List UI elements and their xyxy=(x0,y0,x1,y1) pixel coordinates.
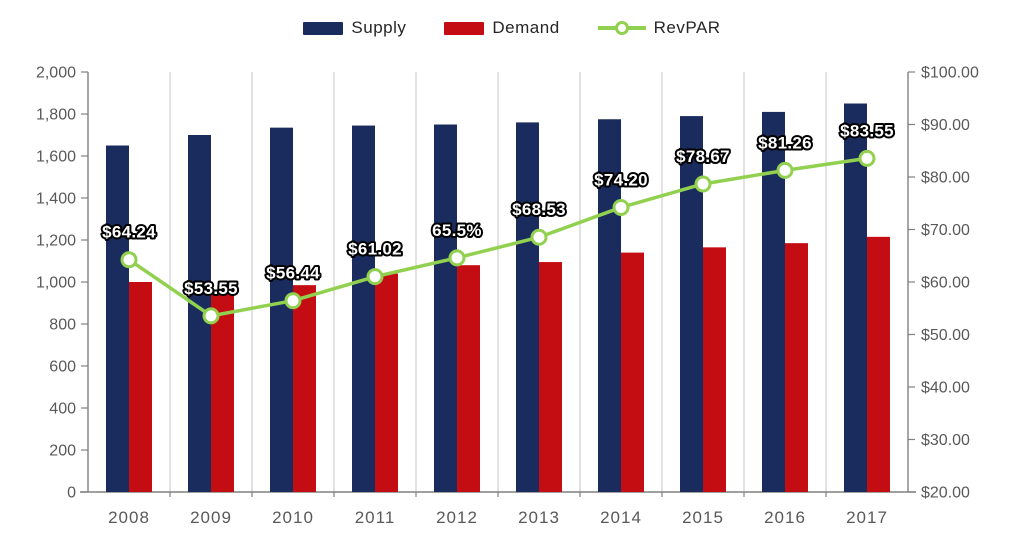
x-category-label: 2012 xyxy=(436,508,478,527)
revpar-label-2017: $83.55 xyxy=(840,121,894,140)
legend-item-supply: Supply xyxy=(303,18,406,38)
revpar-point-2013 xyxy=(530,228,548,246)
right-axis-tick-label: $30.00 xyxy=(921,432,970,449)
revpar-label-2011: $61.02 xyxy=(348,240,402,259)
demand-swatch-icon xyxy=(444,21,485,35)
revpar-point-2011 xyxy=(366,268,384,286)
right-axis-tick-label: $60.00 xyxy=(921,275,970,292)
left-axis-tick-label: 1,600 xyxy=(36,149,76,166)
x-category-label: 2009 xyxy=(190,508,232,527)
legend-label-demand: Demand xyxy=(492,18,560,37)
supply-bar-2015 xyxy=(680,116,703,492)
supply-bar-2008 xyxy=(106,145,129,492)
demand-bar-2010 xyxy=(293,285,316,492)
demand-bar-2013 xyxy=(539,262,562,492)
revpar-point-2009 xyxy=(202,307,220,325)
x-category-label: 2016 xyxy=(764,508,806,527)
revpar-label-2008: $64.24 xyxy=(102,223,156,242)
x-category-label: 2011 xyxy=(355,508,396,527)
left-axis-tick-label: 200 xyxy=(49,443,76,460)
supply-bar-2013 xyxy=(516,122,539,493)
x-category-label: 2008 xyxy=(108,508,150,527)
revpar-point-2017 xyxy=(858,149,876,167)
right-axis-tick-label: $20.00 xyxy=(921,485,970,502)
right-axis-tick-label: $90.00 xyxy=(921,117,970,134)
revpar-label-2014: $74.20 xyxy=(594,170,648,189)
demand-bar-2016 xyxy=(785,243,808,492)
revpar-point-2015 xyxy=(694,175,712,193)
legend-label-revpar: RevPAR xyxy=(653,18,721,37)
legend-label-supply: Supply xyxy=(351,18,407,37)
demand-bar-2011 xyxy=(375,273,398,492)
revpar-point-2014 xyxy=(612,198,630,216)
revpar-point-2010 xyxy=(284,292,302,310)
revpar-label-2010: $56.44 xyxy=(266,264,320,283)
supply-bar-2010 xyxy=(270,127,293,493)
demand-bar-2012 xyxy=(457,265,480,492)
right-axis-tick-label: $80.00 xyxy=(921,170,970,187)
revpar-point-2008 xyxy=(120,251,138,269)
supply-bar-2012 xyxy=(434,124,457,492)
left-axis-tick-label: 600 xyxy=(49,359,76,376)
x-category-label: 2013 xyxy=(518,508,560,527)
left-axis-tick-label: 1,800 xyxy=(36,107,76,124)
right-axis-tick-label: $100.00 xyxy=(921,65,979,82)
demand-bar-2017 xyxy=(867,236,890,492)
right-axis-tick-label: $70.00 xyxy=(921,222,970,239)
left-axis-tick-label: 2,000 xyxy=(36,65,76,82)
supply-bar-2016 xyxy=(762,111,785,493)
x-category-label: 2010 xyxy=(272,508,314,527)
left-axis-tick-label: 400 xyxy=(49,401,76,418)
supply-bar-2017 xyxy=(844,103,867,492)
revpar-label-2009: $53.55 xyxy=(184,279,238,298)
x-category-label: 2015 xyxy=(682,508,724,527)
demand-bar-2008 xyxy=(129,282,152,492)
x-category-label: 2017 xyxy=(846,508,888,527)
demand-bar-2015 xyxy=(703,247,726,492)
revpar-label-2013: $68.53 xyxy=(512,200,566,219)
left-axis-tick-label: 1,400 xyxy=(36,191,76,208)
revpar-line-marker-icon xyxy=(597,20,646,36)
demand-bar-2014 xyxy=(621,252,644,492)
supply-swatch-icon xyxy=(303,21,344,35)
right-axis-tick-label: $50.00 xyxy=(921,327,970,344)
left-axis-tick-label: 1,000 xyxy=(36,275,76,292)
left-axis-tick-label: 1,200 xyxy=(36,233,76,250)
chart-legend: Supply Demand RevPAR xyxy=(0,18,1024,38)
revpar-line xyxy=(127,156,869,318)
supply-bar-2011 xyxy=(352,125,375,493)
revpar-point-2012 xyxy=(448,249,466,267)
right-axis-tick-label: $40.00 xyxy=(921,380,970,397)
revpar-label-2016: $81.26 xyxy=(758,133,812,152)
demand-bar-2009 xyxy=(211,291,234,492)
revpar-point-2016 xyxy=(776,161,794,179)
revpar-label-2012: 65.5% xyxy=(432,221,482,240)
left-axis-tick-label: 0 xyxy=(67,485,76,502)
supply-bar-2009 xyxy=(188,135,211,492)
x-category-label: 2014 xyxy=(600,508,642,527)
revpar-label-2015: $78.67 xyxy=(676,147,730,166)
legend-item-revpar: RevPAR xyxy=(597,18,721,38)
legend-item-demand: Demand xyxy=(444,18,559,38)
left-axis-tick-label: 800 xyxy=(49,317,76,334)
